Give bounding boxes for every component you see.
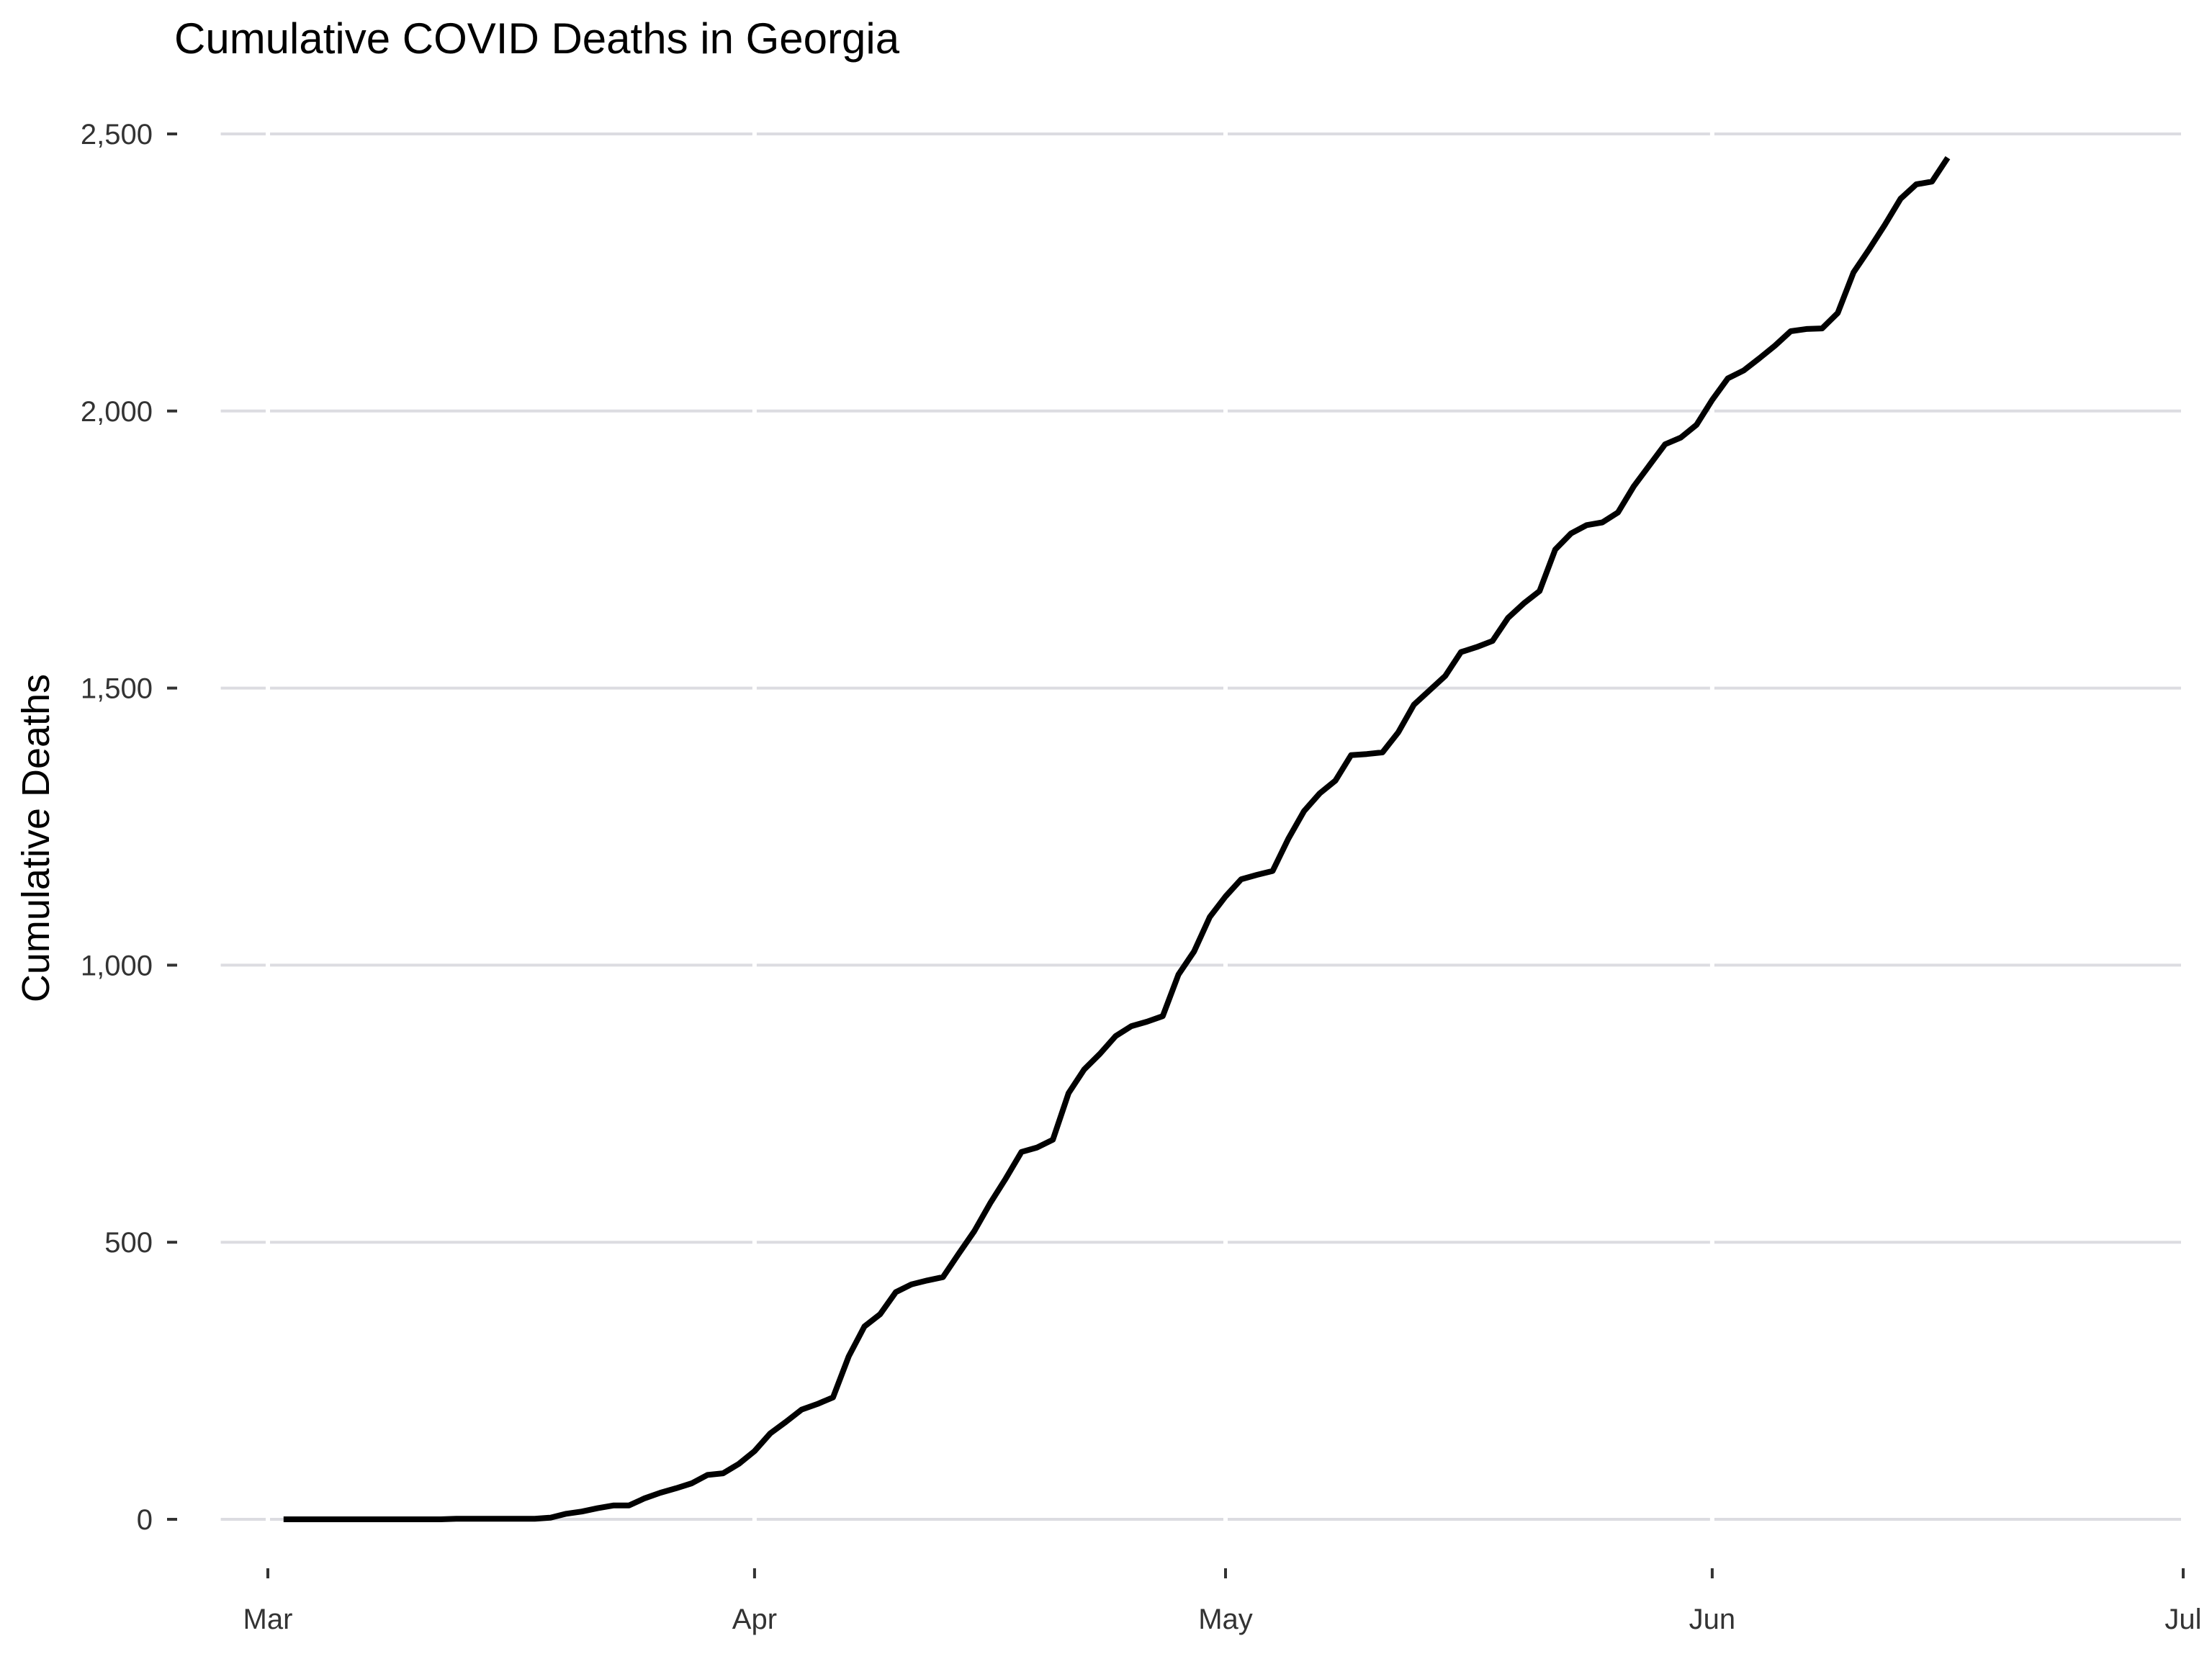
x-axis: Mar Apr May Jun Jul bbox=[243, 1568, 2202, 1635]
y-tick-label: 2,000 bbox=[81, 396, 153, 428]
y-tick-label: 1,500 bbox=[81, 673, 153, 705]
gridlines bbox=[220, 130, 2185, 1524]
x-tick-label: Apr bbox=[732, 1604, 777, 1635]
y-tick-label: 0 bbox=[137, 1504, 153, 1536]
chart-title: Cumulative COVID Deaths in Georgia bbox=[174, 14, 900, 63]
series-line bbox=[283, 156, 1951, 1522]
y-tick-label: 2,500 bbox=[81, 119, 153, 150]
x-tick-label: May bbox=[1198, 1604, 1253, 1635]
y-tick-label: 500 bbox=[104, 1227, 153, 1259]
y-tick-label: 1,000 bbox=[81, 950, 153, 981]
x-tick-label: Jun bbox=[1689, 1604, 1736, 1635]
series-group bbox=[283, 156, 1951, 1522]
y-axis-label: Cumulative Deaths bbox=[14, 674, 58, 1002]
x-tick-label: Jul bbox=[2164, 1604, 2201, 1635]
y-axis: 0 500 1,000 1,500 2,000 2,500 bbox=[81, 119, 177, 1536]
x-tick-label: Mar bbox=[243, 1604, 293, 1635]
